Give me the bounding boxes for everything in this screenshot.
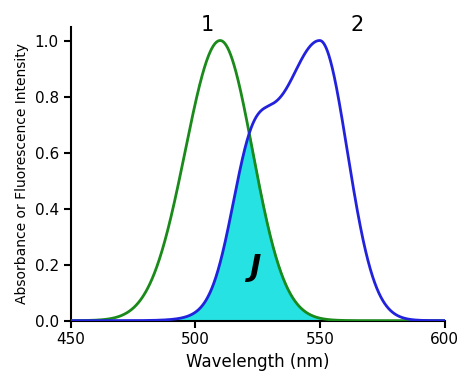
- Text: 1: 1: [201, 15, 214, 35]
- Y-axis label: Absorbance or Fluorescence Intensity: Absorbance or Fluorescence Intensity: [15, 43, 29, 304]
- Text: 2: 2: [351, 15, 364, 35]
- Text: J: J: [249, 253, 261, 282]
- X-axis label: Wavelength (nm): Wavelength (nm): [186, 353, 329, 371]
